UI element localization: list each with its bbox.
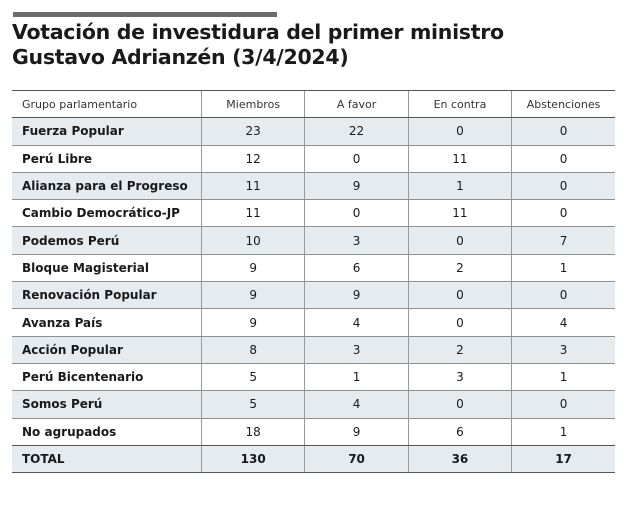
header-abstenciones: Abstenciones	[511, 89, 615, 119]
table-row: Avanza País 9 4 0 4	[12, 308, 615, 337]
cell-abstenciones: 0	[511, 172, 615, 201]
cell-en-contra: 0	[407, 117, 512, 146]
cell-abstenciones: 4	[511, 308, 615, 337]
cell-en-contra: 0	[407, 390, 512, 419]
table-header-row: Grupo parlamentario Miembros A favor En …	[12, 89, 615, 119]
cell-en-contra: 6	[407, 418, 512, 446]
table-row: Renovación Popular 9 9 0 0	[12, 281, 615, 310]
cell-en-contra: 1	[407, 172, 512, 201]
cell-abstenciones: 1	[511, 418, 615, 446]
cell-miembros: 9	[200, 308, 305, 337]
cell-en-contra: 11	[407, 199, 512, 228]
cell-grupo: Alianza para el Progreso	[12, 172, 202, 201]
cell-a-favor: 22	[304, 117, 409, 146]
cell-en-contra: 3	[407, 363, 512, 392]
cell-grupo: Acción Popular	[12, 336, 202, 364]
total-label: TOTAL	[12, 444, 202, 474]
cell-a-favor: 1	[304, 363, 409, 392]
cell-grupo: Perú Libre	[12, 145, 202, 173]
cell-a-favor: 4	[304, 390, 409, 419]
cell-en-contra: 2	[407, 336, 512, 364]
cell-en-contra: 0	[407, 308, 512, 337]
table-row: Cambio Democrático-JP 11 0 11 0	[12, 199, 615, 228]
cell-grupo: Cambio Democrático-JP	[12, 199, 202, 228]
cell-miembros: 9	[200, 281, 305, 310]
cell-a-favor: 0	[304, 145, 409, 173]
cell-a-favor: 6	[304, 254, 409, 283]
cell-a-favor: 3	[304, 336, 409, 364]
cell-a-favor: 4	[304, 308, 409, 337]
total-a-favor: 70	[304, 444, 409, 474]
title-accent-bar	[13, 12, 277, 17]
cell-miembros: 8	[200, 336, 305, 364]
total-row: TOTAL 130 70 36 17	[12, 444, 615, 474]
header-a-favor: A favor	[304, 89, 409, 119]
cell-abstenciones: 0	[511, 117, 615, 146]
table-row: Acción Popular 8 3 2 3	[12, 336, 615, 364]
table-row: Perú Bicentenario 5 1 3 1	[12, 363, 615, 392]
cell-en-contra: 0	[407, 226, 512, 255]
cell-grupo: Renovación Popular	[12, 281, 202, 310]
cell-en-contra: 2	[407, 254, 512, 283]
title-line-2: Gustavo Adrianzén (3/4/2024)	[12, 45, 349, 69]
cell-grupo: No agrupados	[12, 418, 202, 446]
cell-grupo: Somos Perú	[12, 390, 202, 419]
cell-abstenciones: 0	[511, 390, 615, 419]
cell-en-contra: 0	[407, 281, 512, 310]
cell-miembros: 11	[200, 172, 305, 201]
cell-abstenciones: 0	[511, 281, 615, 310]
cell-miembros: 10	[200, 226, 305, 255]
cell-abstenciones: 7	[511, 226, 615, 255]
cell-abstenciones: 0	[511, 145, 615, 173]
table-row: Podemos Perú 10 3 0 7	[12, 226, 615, 255]
cell-grupo: Avanza País	[12, 308, 202, 337]
header-en-contra: En contra	[407, 89, 512, 119]
table-row: Alianza para el Progreso 11 9 1 0	[12, 172, 615, 201]
cell-miembros: 18	[200, 418, 305, 446]
cell-a-favor: 0	[304, 199, 409, 228]
cell-a-favor: 9	[304, 172, 409, 201]
cell-en-contra: 11	[407, 145, 512, 173]
header-grupo: Grupo parlamentario	[12, 89, 202, 119]
cell-a-favor: 9	[304, 418, 409, 446]
table-row: Somos Perú 5 4 0 0	[12, 390, 615, 419]
cell-miembros: 9	[200, 254, 305, 283]
cell-grupo: Fuerza Popular	[12, 117, 202, 146]
header-miembros: Miembros	[200, 89, 305, 119]
page-title: Votación de investidura del primer minis…	[12, 20, 622, 70]
table-row: Perú Libre 12 0 11 0	[12, 145, 615, 173]
cell-grupo: Bloque Magisterial	[12, 254, 202, 283]
vote-table: Grupo parlamentario Miembros A favor En …	[12, 89, 615, 474]
total-miembros: 130	[200, 444, 305, 474]
cell-abstenciones: 3	[511, 336, 615, 364]
cell-miembros: 23	[200, 117, 305, 146]
cell-grupo: Podemos Perú	[12, 226, 202, 255]
cell-miembros: 5	[200, 363, 305, 392]
cell-abstenciones: 0	[511, 199, 615, 228]
cell-miembros: 12	[200, 145, 305, 173]
total-abstenciones: 17	[511, 444, 615, 474]
cell-miembros: 5	[200, 390, 305, 419]
title-line-1: Votación de investidura del primer minis…	[12, 20, 504, 44]
cell-a-favor: 9	[304, 281, 409, 310]
cell-a-favor: 3	[304, 226, 409, 255]
table-row: No agrupados 18 9 6 1	[12, 418, 615, 446]
cell-miembros: 11	[200, 199, 305, 228]
cell-grupo: Perú Bicentenario	[12, 363, 202, 392]
cell-abstenciones: 1	[511, 254, 615, 283]
table-row: Bloque Magisterial 9 6 2 1	[12, 254, 615, 283]
cell-abstenciones: 1	[511, 363, 615, 392]
table-row: Fuerza Popular 23 22 0 0	[12, 117, 615, 146]
total-en-contra: 36	[407, 444, 512, 474]
